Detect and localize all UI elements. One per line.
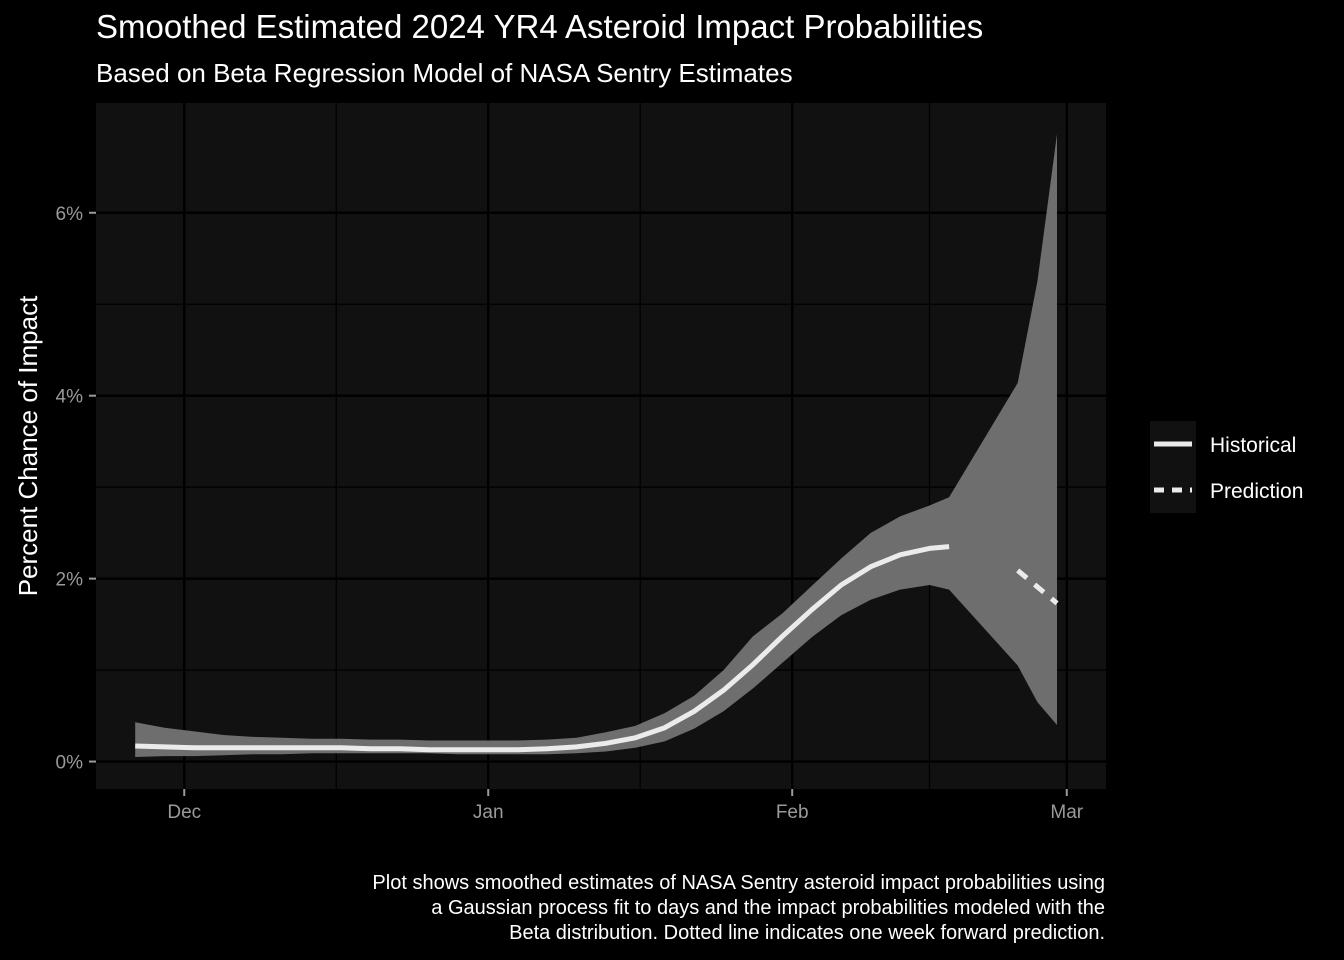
grid-major [96,103,1106,789]
chart-title: Smoothed Estimated 2024 YR4 Asteroid Imp… [96,8,984,45]
series-line-historical [135,544,950,753]
series-line-prediction [1016,568,1059,606]
legend-label-prediction: Prediction [1210,480,1303,503]
caption-line: Plot shows smoothed estimates of NASA Se… [372,872,1105,894]
x-tick-label: Jan [473,802,504,823]
caption-line: Beta distribution. Dotted line indicates… [509,922,1105,944]
y-tick-label: 4% [56,387,84,408]
x-axis: Dec Jan Feb Mar [167,789,1084,823]
confidence-ribbon-area [135,134,1057,758]
confidence-ribbon [135,134,1057,758]
x-tick-label: Feb [776,802,809,823]
y-tick-label: 6% [56,204,84,225]
legend: Historical Prediction [1150,421,1303,513]
y-axis-title: Percent Chance of Impact [13,295,43,596]
chart-caption: Plot shows smoothed estimates of NASA Se… [205,871,1105,946]
caption-line: a Gaussian process fit to days and the i… [431,897,1105,919]
y-axis: 0% 2% 4% 6% [56,204,96,774]
grid-minor [96,103,1106,789]
x-tick-label: Mar [1050,802,1083,823]
plot-panel [96,103,1106,789]
y-tick-label: 0% [56,753,84,774]
series-lines [135,544,1059,753]
y-tick-label: 2% [56,570,84,591]
legend-label-historical: Historical [1210,434,1296,457]
legend-key-background [1150,421,1196,513]
x-tick-label: Dec [167,802,201,823]
chart-subtitle: Based on Beta Regression Model of NASA S… [96,58,793,88]
